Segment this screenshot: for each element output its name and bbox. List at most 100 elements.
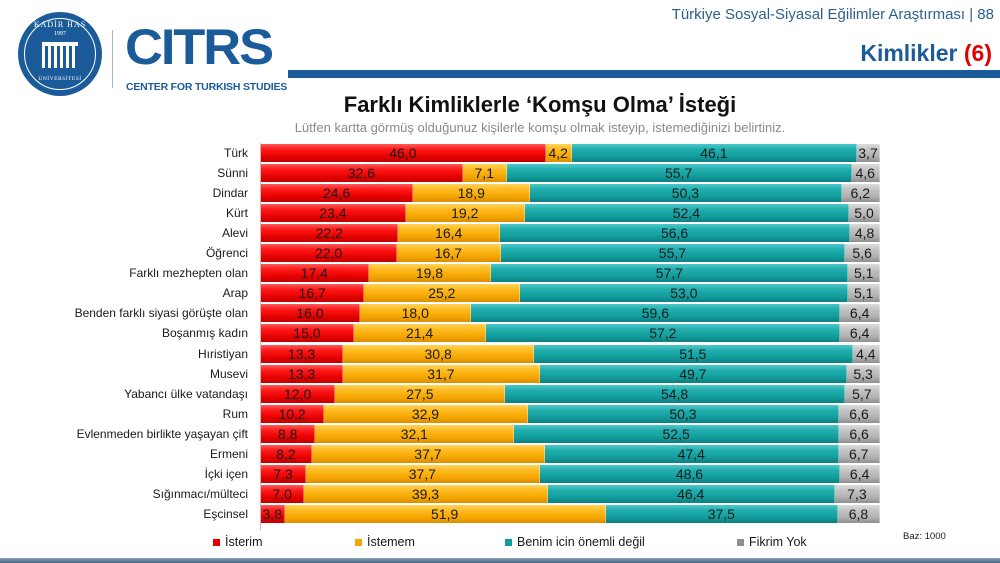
bar-segment: 4,4 <box>852 344 880 363</box>
bar-segment: 30,8 <box>343 344 534 363</box>
legend-swatch-icon <box>737 538 744 546</box>
bar-segment: 46,0 <box>261 144 546 162</box>
bar-segment: 54,8 <box>505 384 845 403</box>
data-label: 54,8 <box>660 385 689 402</box>
category-label: Hıristiyan <box>197 346 248 361</box>
data-label: 4,8 <box>854 225 875 242</box>
stacked-bar: 46,0 4,2 46,1 3,7 <box>261 144 880 162</box>
data-label: 30,8 <box>424 345 452 362</box>
data-label: 16,7 <box>434 245 462 262</box>
chart-row: Boşanmış kadın 15,0 21,4 57,2 6,4 <box>0 323 1000 343</box>
bar-segment: 46,4 <box>547 484 835 503</box>
data-label: 32,1 <box>400 425 428 442</box>
bar-segment: 59,6 <box>471 304 841 323</box>
bar-segment: 7,0 <box>261 484 305 503</box>
data-label: 51,5 <box>679 345 707 362</box>
data-label: 6,4 <box>849 465 870 482</box>
category-label: Eşcinsel <box>203 506 248 521</box>
logo-year: 1997 <box>54 31 66 37</box>
category-label: Rum <box>222 406 248 421</box>
bar-segment: 37,5 <box>605 504 838 523</box>
data-label: 6,4 <box>849 305 870 322</box>
stacked-bar: 8,2 37,7 47,4 6,7 <box>261 444 880 463</box>
bar-segment: 6,8 <box>837 504 880 523</box>
header-divider <box>288 70 1000 78</box>
footer-divider <box>0 558 1000 563</box>
stacked-bar: 10,2 32,9 50,3 6,6 <box>261 404 880 423</box>
data-label: 6,8 <box>848 505 869 522</box>
data-label: 50,3 <box>669 405 697 422</box>
data-label: 6,2 <box>850 185 871 202</box>
stacked-bar: 17,4 19,8 57,7 5,1 <box>261 264 880 283</box>
data-label: 56,6 <box>660 225 689 242</box>
legend-label: Fikrim Yok <box>749 535 807 549</box>
stacked-bar: 12,0 27,5 54,8 5,7 <box>261 384 880 403</box>
data-label: 5,0 <box>854 205 874 222</box>
bar-segment: 31,7 <box>343 364 540 383</box>
citrs-acronym: CITRS <box>125 19 274 75</box>
stacked-bar: 13,3 31,7 49,7 5,3 <box>261 364 880 383</box>
chart-row: Türk 46,0 4,2 46,1 3,7 <box>0 143 1000 163</box>
data-label: 55,7 <box>664 165 693 182</box>
data-label: 16,0 <box>296 305 324 322</box>
bar-segment: 46,1 <box>571 144 858 162</box>
data-label: 46,0 <box>389 145 417 161</box>
data-label: 12,0 <box>284 385 312 402</box>
data-label: 8,2 <box>276 445 296 462</box>
data-label: 5,6 <box>852 245 872 262</box>
bar-segment: 49,7 <box>539 364 848 383</box>
data-label: 57,7 <box>655 265 683 282</box>
data-label: 6,6 <box>849 425 869 442</box>
category-axis <box>260 143 261 530</box>
data-label: 46,1 <box>700 145 728 161</box>
data-label: 25,2 <box>428 285 456 302</box>
bar-segment: 19,2 <box>405 204 525 223</box>
bar-segment: 16,7 <box>261 284 365 303</box>
bar-segment: 10,2 <box>261 404 325 423</box>
data-label: 16,7 <box>298 285 326 302</box>
stacked-bar: 15,0 21,4 57,2 6,4 <box>261 324 880 343</box>
logo-university-name: KADİR HAS <box>33 20 87 29</box>
data-label: 17,4 <box>300 265 328 282</box>
chart-title: Farklı Kimliklerle ‘Komşu Olma’ İsteği <box>343 92 737 117</box>
legend-swatch-icon <box>505 538 512 546</box>
data-label: 46,4 <box>677 485 705 502</box>
data-label: 31,7 <box>427 365 455 382</box>
category-label: Sünni <box>217 166 248 181</box>
stacked-bar: 13,3 30,8 51,5 4,4 <box>261 344 880 363</box>
logo-divider <box>112 30 113 88</box>
stacked-bar: 24,6 18,9 50,3 6,2 <box>261 184 880 203</box>
bar-segment: 6,7 <box>838 444 880 463</box>
bar-segment: 52,4 <box>524 204 850 223</box>
stacked-bar: 7,0 39,3 46,4 7,3 <box>261 484 880 503</box>
section-number: (6) <box>963 40 992 66</box>
data-label: 53,0 <box>670 285 698 302</box>
bar-segment: 15,0 <box>261 324 354 343</box>
data-label: 27,5 <box>406 385 434 402</box>
data-label: 13,3 <box>288 345 316 362</box>
data-label: 7,3 <box>847 485 867 502</box>
bar-segment: 24,6 <box>261 184 414 203</box>
kadir-has-university-logo: KADİR HAS 1997 ÜNİVERSİTESİ <box>18 12 102 96</box>
bar-segment: 16,4 <box>398 224 500 243</box>
data-label: 59,6 <box>641 305 670 322</box>
data-label: 48,6 <box>675 465 704 482</box>
building-icon <box>42 42 78 68</box>
data-label: 8,8 <box>278 425 298 442</box>
bar-segment: 7,3 <box>261 464 307 483</box>
data-label: 7,3 <box>273 465 293 482</box>
category-label: Alevi <box>221 226 248 241</box>
chart-row: Benden farklı siyasi görüşte olan 16,0 18,… <box>0 303 1000 323</box>
data-label: 32,9 <box>411 405 440 422</box>
category-label: Arap <box>222 286 248 301</box>
bar-segment: 39,3 <box>304 484 548 503</box>
stacked-bar: 23,4 19,2 52,4 5,0 <box>261 204 880 223</box>
bar-segment: 4,6 <box>851 164 880 183</box>
data-label: 37,7 <box>408 465 436 482</box>
bar-segment: 8,8 <box>261 424 316 443</box>
bar-segment: 6,2 <box>841 184 880 203</box>
citrs-logo: CITRS <box>125 18 274 76</box>
bar-segment: 7,1 <box>462 164 507 183</box>
data-label: 4,2 <box>548 145 568 161</box>
bar-segment: 32,6 <box>261 164 463 183</box>
